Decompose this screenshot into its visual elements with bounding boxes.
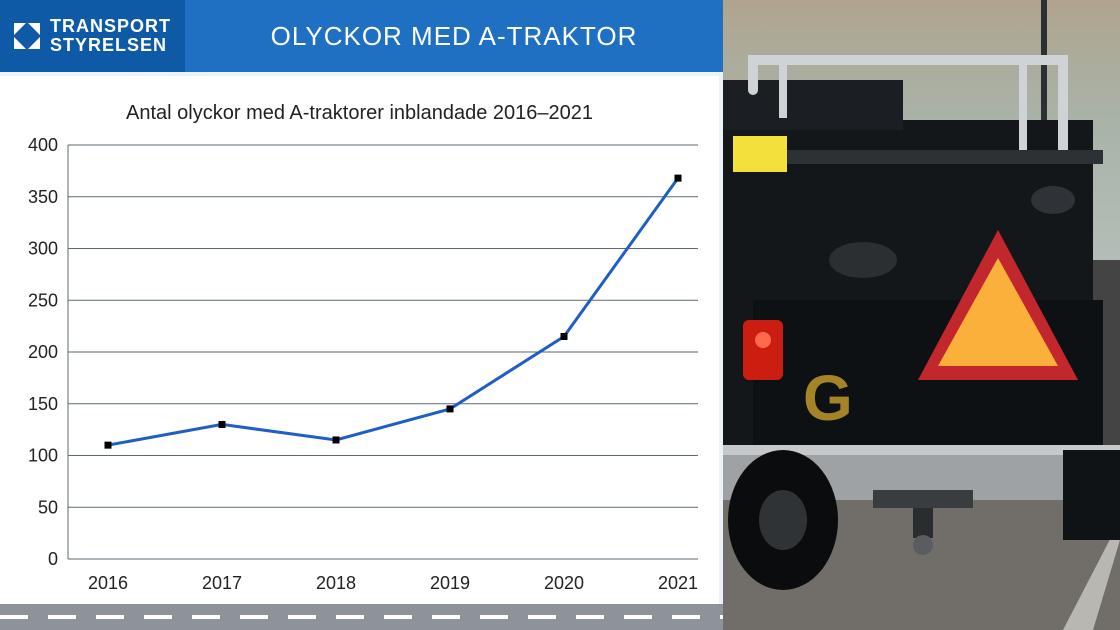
svg-text:50: 50 <box>38 497 58 517</box>
svg-text:300: 300 <box>28 239 58 259</box>
svg-text:2020: 2020 <box>544 573 584 593</box>
footer-strip <box>0 605 723 630</box>
svg-text:400: 400 <box>28 135 58 155</box>
org-line2: STYRELSEN <box>50 36 171 55</box>
chart-area: Antal olyckor med A-traktorer inblandade… <box>0 76 719 605</box>
vehicle-illustration: G <box>723 0 1120 630</box>
svg-text:200: 200 <box>28 342 58 362</box>
photo-panel: G <box>723 0 1120 630</box>
org-logo-icon <box>12 21 42 51</box>
svg-text:100: 100 <box>28 446 58 466</box>
org-logo-block: TRANSPORT STYRELSEN <box>0 0 185 72</box>
chart-subtitle: Antal olyckor med A-traktorer inblandade… <box>0 76 719 125</box>
chart-title-block: OLYCKOR MED A-TRAKTOR <box>185 0 723 72</box>
chart-panel: TRANSPORT STYRELSEN OLYCKOR MED A-TRAKTO… <box>0 0 723 630</box>
svg-text:0: 0 <box>48 549 58 569</box>
road-dashes <box>0 615 723 619</box>
org-name: TRANSPORT STYRELSEN <box>50 17 171 55</box>
svg-text:2019: 2019 <box>430 573 470 593</box>
svg-text:G: G <box>803 362 853 434</box>
org-line1: TRANSPORT <box>50 17 171 36</box>
svg-text:150: 150 <box>28 394 58 414</box>
header-bar: TRANSPORT STYRELSEN OLYCKOR MED A-TRAKTO… <box>0 0 723 72</box>
svg-text:2018: 2018 <box>316 573 356 593</box>
svg-text:350: 350 <box>28 187 58 207</box>
line-chart: 0 50 100 150 200 250 300 350 400 2016 2017 2018 2019… <box>0 125 720 605</box>
svg-text:2016: 2016 <box>88 573 128 593</box>
chart-title: OLYCKOR MED A-TRAKTOR <box>271 21 638 52</box>
svg-text:2021: 2021 <box>658 573 698 593</box>
svg-text:2017: 2017 <box>202 573 242 593</box>
road-graphic <box>0 604 723 630</box>
svg-text:250: 250 <box>28 290 58 310</box>
